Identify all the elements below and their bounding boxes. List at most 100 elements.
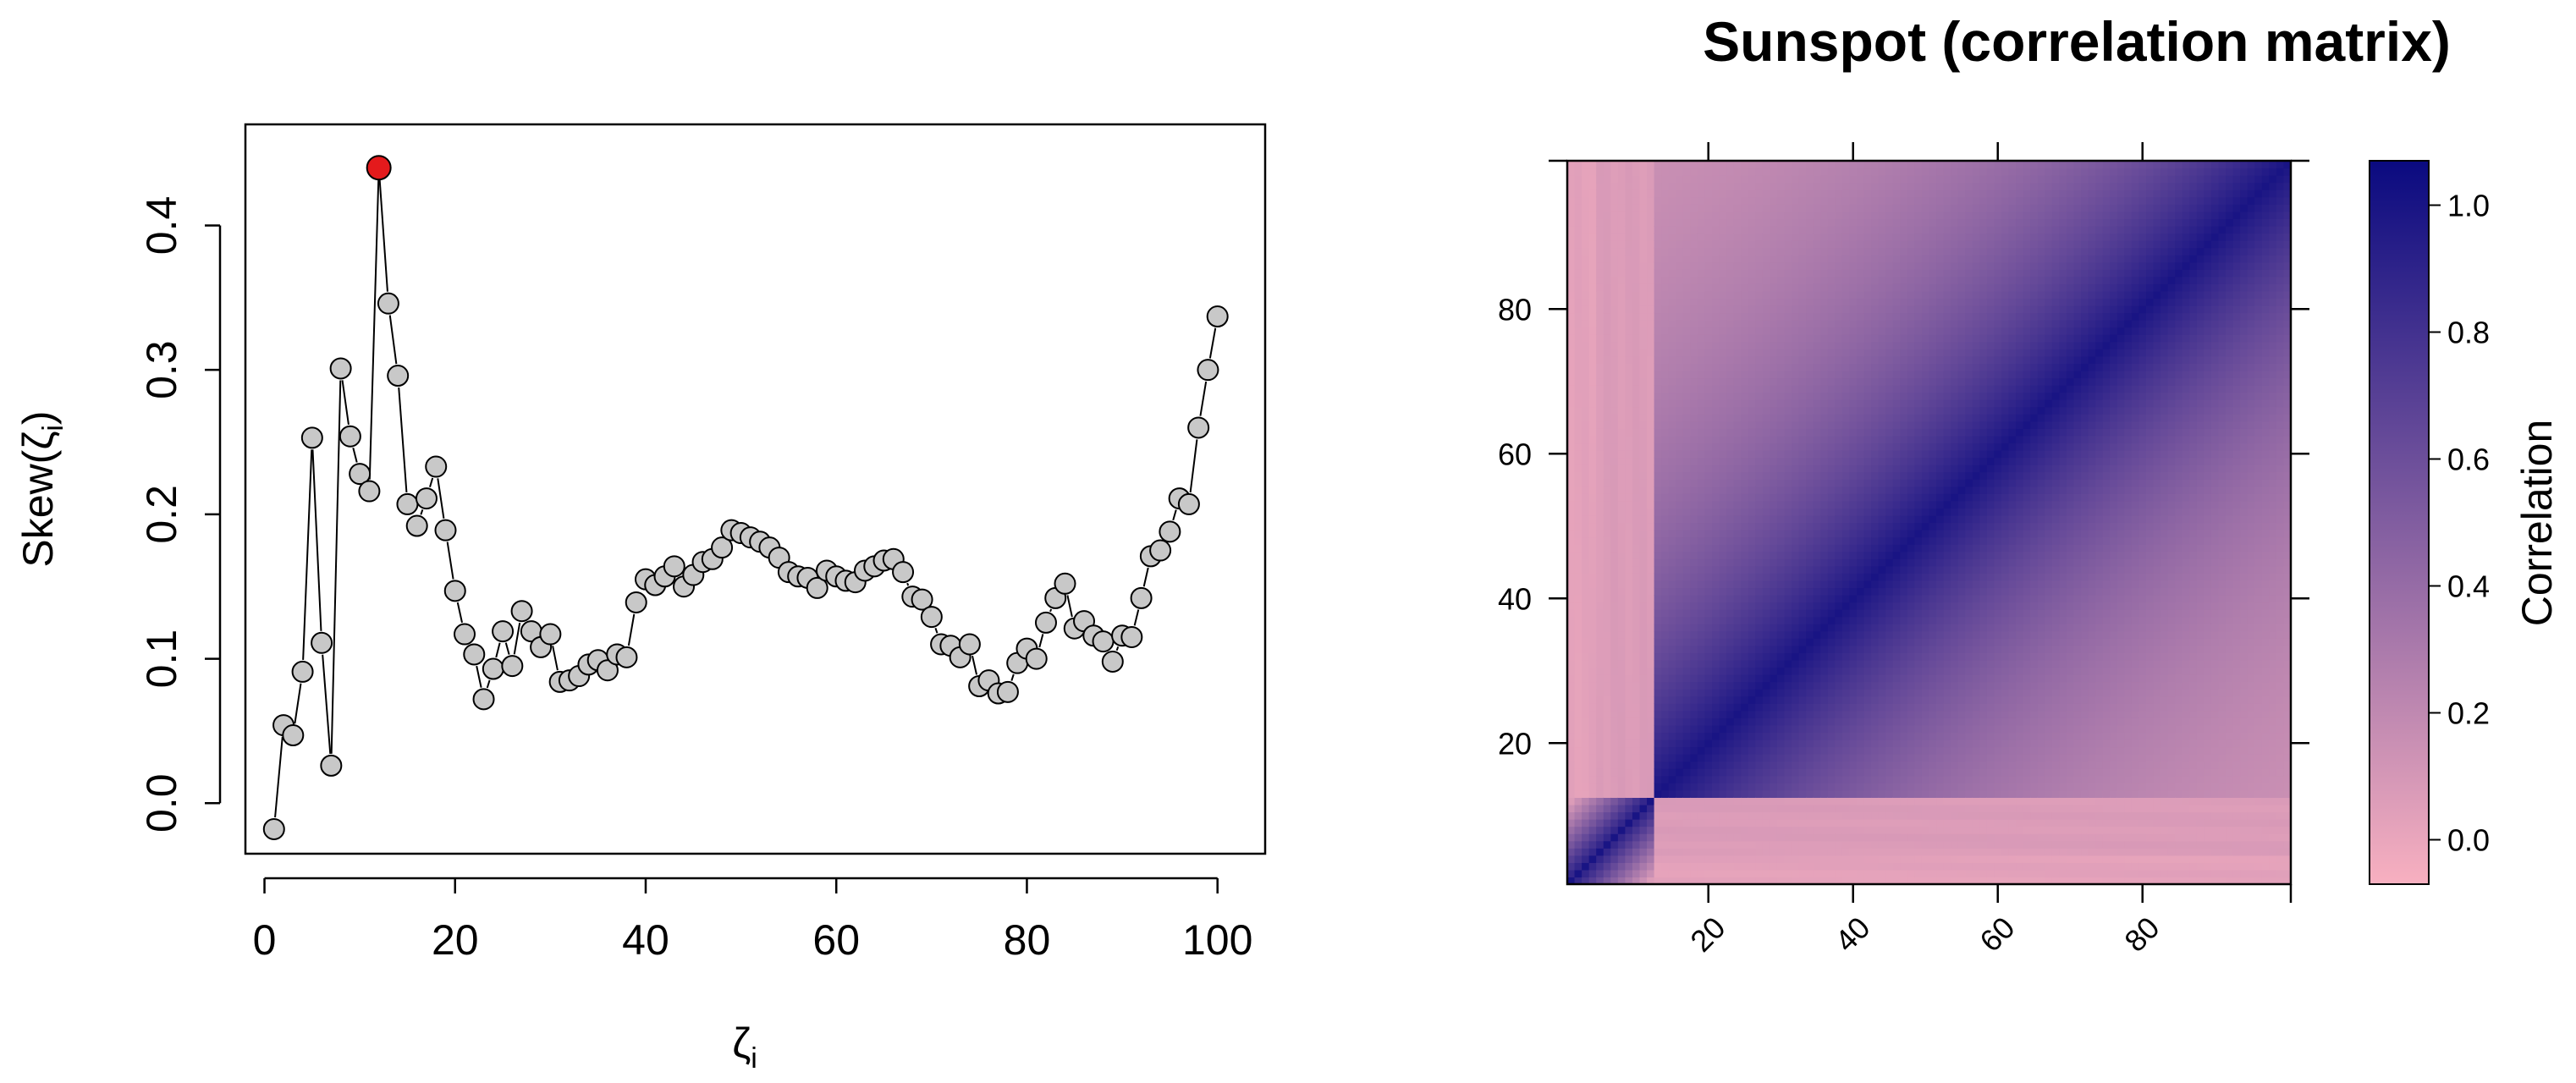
heatmap-cell <box>1878 551 1886 559</box>
heatmap-cell <box>1654 514 1662 524</box>
heatmap-cell <box>1617 544 1626 552</box>
heatmap-cell <box>1900 595 1908 603</box>
heatmap-cell <box>1596 551 1604 559</box>
heatmap-cell <box>1885 587 1894 596</box>
heatmap-cell <box>1863 695 1872 704</box>
heatmap-cell <box>1892 225 1901 234</box>
heatmap-cell <box>1849 428 1858 437</box>
heatmap-cell <box>1639 406 1648 415</box>
heatmap-cell <box>1682 536 1691 545</box>
heatmap-cell <box>1588 428 1597 437</box>
heatmap-cell <box>1820 305 1829 314</box>
heatmap-cell <box>1654 551 1662 559</box>
heatmap-cell <box>1639 848 1648 856</box>
heatmap-cell <box>1741 305 1749 314</box>
heatmap-cell <box>1676 811 1684 820</box>
heatmap-cell <box>1733 848 1742 856</box>
heatmap-cell <box>1907 471 1915 480</box>
heatmap-cell <box>1654 848 1662 856</box>
heatmap-cell <box>1900 616 1908 624</box>
heatmap-cell <box>1813 233 1821 241</box>
heatmap-cell <box>1792 377 1800 386</box>
heatmap-cell <box>1892 558 1901 567</box>
heatmap-cell <box>1625 486 1633 494</box>
heatmap-cell <box>1755 724 1764 734</box>
heatmap-cell <box>1733 789 1742 798</box>
heatmap-cell <box>1885 848 1894 856</box>
heatmap-cell <box>1582 233 1590 241</box>
heatmap-cell <box>1697 804 1706 813</box>
heatmap-cell <box>1892 377 1901 386</box>
heatmap-cell <box>1632 363 1641 371</box>
heatmap-cell <box>1755 168 1764 176</box>
heatmap-cell <box>1841 414 1851 422</box>
heatmap-cell <box>1900 276 1908 284</box>
heatmap-cell <box>1712 312 1720 321</box>
heatmap-cell <box>1820 717 1829 726</box>
heatmap-cell <box>1582 406 1590 415</box>
heatmap-cell <box>1857 724 1865 734</box>
heatmap-cell <box>1654 869 1662 878</box>
heatmap-cell <box>1682 305 1691 314</box>
heatmap-cell <box>1762 565 1770 574</box>
heatmap-cell <box>1610 327 1619 335</box>
heatmap-cell <box>1596 349 1604 357</box>
heatmap-cell <box>1784 522 1792 531</box>
heatmap-cell <box>1596 855 1604 863</box>
heatmap-cell <box>1647 724 1655 734</box>
heatmap-cell <box>1625 514 1633 524</box>
heatmap-cell <box>1792 471 1800 480</box>
heatmap-cell <box>1632 486 1641 494</box>
connector-segment <box>429 477 434 487</box>
heatmap-cell <box>1770 819 1778 827</box>
heatmap-cell <box>1770 399 1778 408</box>
heatmap-cell <box>1907 486 1915 494</box>
heatmap-cell <box>1574 522 1582 531</box>
heatmap-cell <box>1841 544 1851 552</box>
heatmap-cell <box>1741 443 1749 451</box>
heatmap-cell <box>1792 551 1800 559</box>
heatmap-cell <box>1857 269 1865 278</box>
heatmap-cell <box>1647 587 1655 596</box>
heatmap-cell <box>1806 862 1814 871</box>
heatmap-cell <box>1770 500 1778 509</box>
heatmap-cell <box>1914 855 1923 863</box>
heatmap-cell <box>1567 544 1576 552</box>
heatmap-cell <box>1582 551 1590 559</box>
heatmap-cell <box>1755 320 1764 328</box>
connector-segment <box>934 627 938 634</box>
heatmap-cell <box>1776 421 1786 429</box>
heatmap-cell <box>1567 746 1576 755</box>
heatmap-cell <box>1676 544 1684 552</box>
heatmap-cell <box>1719 775 1727 783</box>
heatmap-cell <box>1841 334 1851 343</box>
heatmap-cell <box>1871 233 1880 241</box>
heatmap-cell <box>1639 602 1648 610</box>
heatmap-cell <box>1770 652 1778 661</box>
data-point <box>405 514 428 537</box>
heatmap-cell <box>1857 616 1865 624</box>
heatmap-cell <box>1682 161 1691 169</box>
heatmap-cell <box>1567 161 1576 169</box>
heatmap-cell <box>1798 355 1807 364</box>
heatmap-cell <box>1712 862 1720 871</box>
heatmap-cell <box>1668 558 1676 567</box>
heatmap-cell <box>1755 616 1764 624</box>
heatmap-cell <box>1625 508 1633 516</box>
heatmap-cell <box>1827 377 1836 386</box>
connector-segment <box>352 448 358 463</box>
heatmap-cell <box>1827 493 1836 502</box>
heatmap-cell <box>1827 486 1836 494</box>
heatmap-cell <box>1827 638 1836 646</box>
heatmap-cell <box>1582 558 1590 567</box>
heatmap-cell <box>1885 168 1894 176</box>
heatmap-cell <box>1820 240 1829 249</box>
heatmap-cell <box>1900 290 1908 300</box>
heatmap-cell <box>1849 877 1858 885</box>
heatmap-cell <box>1900 811 1908 820</box>
heatmap-cell <box>1827 826 1836 834</box>
heatmap-cell <box>1755 630 1764 639</box>
heatmap-cell <box>1907 761 1915 769</box>
heatmap-cell <box>1755 710 1764 718</box>
heatmap-cell <box>1617 334 1626 343</box>
